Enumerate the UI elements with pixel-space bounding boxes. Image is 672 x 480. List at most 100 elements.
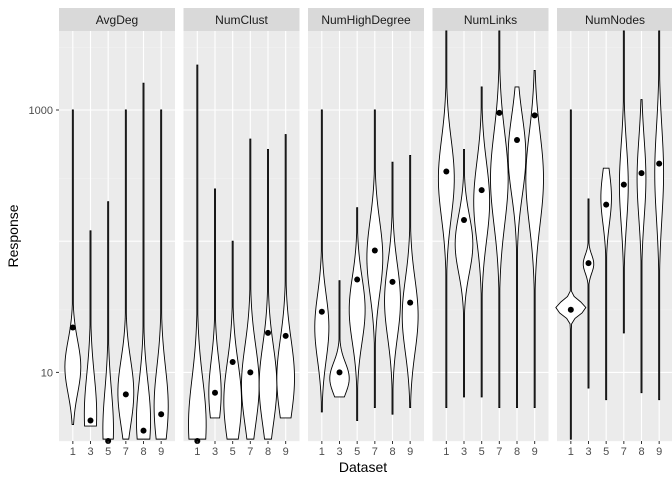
mean-point-avgdeg-7 bbox=[122, 391, 129, 398]
facet-label: NumNodes bbox=[585, 13, 645, 27]
mean-point-avgdeg-9 bbox=[158, 411, 165, 418]
mean-point-numhighdegree-3 bbox=[336, 369, 343, 376]
mean-point-numlinks-7 bbox=[496, 109, 503, 116]
mean-point-numclust-3 bbox=[212, 389, 218, 396]
x-tick-label: 5 bbox=[354, 446, 360, 458]
violin-numlinks-3 bbox=[454, 149, 474, 398]
violin-avgdeg-7 bbox=[117, 109, 135, 440]
facet-panel-numnodes: NumNodes 1 3 5 7 8 9 bbox=[555, 8, 672, 458]
facet-panel-numhighdegree: NumHighDegree 1 3 5 7 8 9 bbox=[308, 8, 424, 458]
x-tick-label: 3 bbox=[336, 446, 342, 458]
violin-numhighdegree-8 bbox=[384, 161, 401, 415]
facet-strip bbox=[59, 8, 175, 31]
violin-numhighdegree-9 bbox=[401, 155, 419, 408]
x-tick-label: 9 bbox=[532, 446, 538, 458]
mean-point-numhighdegree-7 bbox=[371, 247, 378, 254]
x-tick-label: 1 bbox=[70, 446, 76, 458]
mean-point-numlinks-9 bbox=[531, 112, 538, 119]
violin-avgdeg-9 bbox=[153, 109, 169, 440]
facet-label: NumClust bbox=[215, 13, 268, 27]
mean-point-numclust-7 bbox=[247, 369, 254, 376]
mean-point-avgdeg-1 bbox=[69, 324, 76, 331]
x-tick-label: 3 bbox=[585, 446, 591, 458]
mean-point-numlinks-8 bbox=[514, 137, 520, 144]
mean-point-numnodes-5 bbox=[603, 201, 610, 208]
mean-point-numlinks-1 bbox=[443, 168, 450, 175]
y-tick-label: 1000 bbox=[29, 105, 53, 117]
mean-point-numhighdegree-9 bbox=[407, 299, 414, 306]
mean-point-numnodes-1 bbox=[567, 306, 574, 313]
x-tick-label: 5 bbox=[603, 446, 609, 458]
x-tick-label: 7 bbox=[247, 446, 253, 458]
mean-point-avgdeg-8 bbox=[140, 427, 147, 434]
y-axis: 10 1000 bbox=[29, 105, 59, 379]
violin-numnodes-5 bbox=[600, 167, 612, 401]
violin-numlinks-5 bbox=[473, 86, 491, 398]
x-tick-label: 8 bbox=[514, 446, 520, 458]
facet-label: AvgDeg bbox=[96, 13, 138, 27]
violin-numhighdegree-1 bbox=[314, 109, 330, 413]
x-tick-label: 3 bbox=[461, 446, 467, 458]
violin-numlinks-1 bbox=[437, 30, 455, 408]
facet-label: NumHighDegree bbox=[321, 13, 411, 27]
violin-numnodes-1 bbox=[555, 109, 587, 440]
violin-numclust-8 bbox=[258, 149, 278, 440]
panel-background bbox=[557, 31, 672, 441]
violin-numhighdegree-7 bbox=[366, 109, 384, 408]
x-tick-label: 1 bbox=[319, 446, 325, 458]
facet-panel-avgdeg: AvgDeg 1 3 5 7 8 9 bbox=[59, 8, 175, 458]
x-tick-label: 1 bbox=[568, 446, 574, 458]
facet-panel-numclust: NumClust 1 3 5 7 8 9 bbox=[183, 8, 300, 458]
violin-numclust-7 bbox=[241, 138, 260, 440]
x-tick-label: 5 bbox=[230, 446, 236, 458]
violin-avgdeg-3 bbox=[83, 230, 98, 427]
x-tick-label: 9 bbox=[656, 446, 662, 458]
x-tick-label: 7 bbox=[123, 446, 129, 458]
violin-numhighdegree-5 bbox=[348, 207, 366, 421]
mean-point-numlinks-5 bbox=[478, 187, 485, 194]
violin-numclust-1 bbox=[188, 64, 207, 440]
violin-avgdeg-1 bbox=[64, 109, 82, 426]
violin-numlinks-7 bbox=[490, 30, 509, 408]
violin-numhighdegree-3 bbox=[329, 280, 350, 398]
violin-numnodes-3 bbox=[582, 198, 595, 389]
x-tick-label: 5 bbox=[105, 446, 111, 458]
x-tick-label: 7 bbox=[372, 446, 378, 458]
mean-point-numclust-5 bbox=[229, 359, 236, 366]
mean-point-numnodes-3 bbox=[585, 260, 592, 267]
x-tick-label: 7 bbox=[621, 446, 627, 458]
mean-point-numlinks-3 bbox=[461, 217, 467, 224]
x-tick-label: 8 bbox=[389, 446, 395, 458]
y-axis-title: Response bbox=[5, 204, 21, 267]
facet-label: NumLinks bbox=[464, 13, 517, 27]
violin-numlinks-8 bbox=[507, 86, 527, 408]
violin-numclust-9 bbox=[276, 134, 295, 419]
x-axis-title: Dataset bbox=[339, 459, 387, 475]
mean-point-numhighdegree-8 bbox=[389, 278, 396, 285]
x-tick-label: 9 bbox=[158, 446, 164, 458]
mean-point-numclust-9 bbox=[282, 332, 289, 339]
x-tick-label: 3 bbox=[87, 446, 93, 458]
facet-strip bbox=[183, 8, 300, 31]
x-tick-label: 5 bbox=[479, 446, 485, 458]
mean-point-numclust-8 bbox=[265, 329, 271, 336]
x-tick-label: 8 bbox=[140, 446, 146, 458]
mean-point-avgdeg-3 bbox=[87, 417, 94, 424]
facet-strip bbox=[557, 8, 672, 31]
x-tick-label: 9 bbox=[407, 446, 413, 458]
x-tick-label: 8 bbox=[638, 446, 644, 458]
panel-background bbox=[308, 31, 424, 441]
violin-avgdeg-8 bbox=[135, 82, 152, 440]
mean-point-numhighdegree-1 bbox=[318, 308, 325, 315]
facet-panel-numlinks: NumLinks 1 3 5 7 8 9 bbox=[432, 8, 549, 458]
x-tick-label: 1 bbox=[443, 446, 449, 458]
mean-point-numnodes-9 bbox=[656, 160, 663, 167]
x-tick-label: 1 bbox=[194, 446, 200, 458]
facet-strip bbox=[432, 8, 549, 31]
facet-strip bbox=[308, 8, 424, 31]
mean-point-numnodes-8 bbox=[638, 170, 645, 177]
violin-avgdeg-5 bbox=[102, 201, 114, 440]
violin-numnodes-9 bbox=[654, 30, 665, 401]
y-tick-label: 10 bbox=[41, 367, 53, 379]
